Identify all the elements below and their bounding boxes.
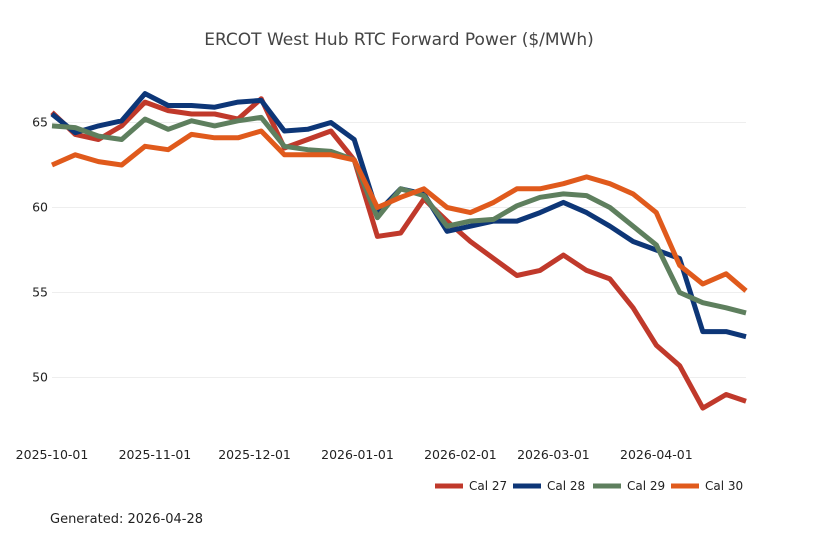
legend-item[interactable]: Cal 30: [671, 479, 743, 493]
x-tick-label: 2025-11-01: [119, 447, 192, 462]
legend-label: Cal 28: [547, 479, 585, 493]
y-tick-label: 60: [32, 200, 48, 215]
series-line-cal-28: [50, 91, 747, 340]
x-tick-label: 2026-04-01: [620, 447, 693, 462]
generated-timestamp: Generated: 2026-04-28: [50, 512, 204, 527]
x-tick-label: 2026-03-01: [517, 447, 590, 462]
legend-item[interactable]: Cal 27: [435, 479, 507, 493]
legend-item[interactable]: Cal 29: [593, 479, 665, 493]
y-tick-label: 55: [32, 285, 48, 300]
legend-label: Cal 29: [627, 479, 665, 493]
legend-label: Cal 30: [705, 479, 743, 493]
x-tick-label: 2025-12-01: [218, 447, 291, 462]
legend-item[interactable]: Cal 28: [513, 479, 585, 493]
x-tick-label: 2026-02-01: [424, 447, 497, 462]
x-tick-label: 2025-10-01: [16, 447, 89, 462]
series-line-cal-30: [50, 128, 748, 293]
legend-label: Cal 27: [469, 479, 507, 493]
series-line-cal-29: [51, 114, 747, 316]
chart-title: ERCOT West Hub RTC Forward Power ($/MWh): [204, 30, 594, 50]
x-tick-label: 2026-01-01: [321, 447, 394, 462]
y-tick-label: 65: [32, 115, 48, 130]
y-tick-label: 50: [32, 370, 48, 385]
series-line-cal-27: [50, 96, 747, 411]
